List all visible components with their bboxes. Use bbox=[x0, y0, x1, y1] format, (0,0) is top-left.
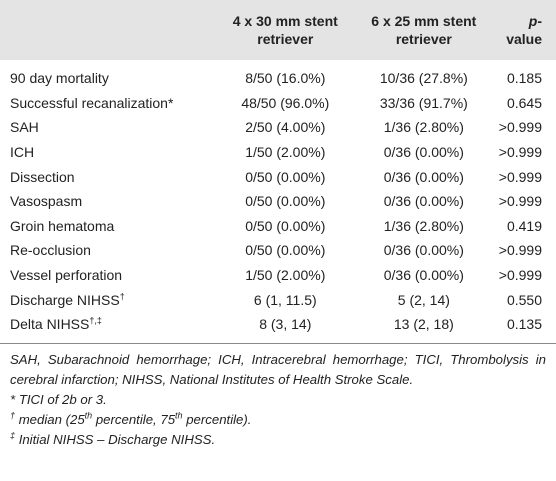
value-cell: 33/36 (91.7%) bbox=[379, 94, 468, 111]
column-title-italic: p bbox=[528, 13, 538, 29]
header-cell bbox=[0, 0, 214, 60]
row-label: Discharge NIHSS bbox=[10, 291, 120, 308]
value-cell: 0/36 (0.00%) bbox=[383, 144, 464, 161]
table-row: Delta NIHSS†,‡ 8 (3, 14) 13 (2, 18) 0.135 bbox=[0, 311, 556, 344]
value-cell: 0.645 bbox=[506, 94, 542, 111]
row-label: Vessel perforation bbox=[10, 267, 123, 284]
value-cell: 48/50 (96.0%) bbox=[241, 94, 330, 111]
value-cell: 8 (3, 14) bbox=[213, 311, 357, 344]
table-row: 90 day mortality 8/50 (16.0%) 10/36 (27.8%… bbox=[0, 60, 556, 91]
footnote-text: percentile, 75 bbox=[92, 411, 176, 427]
table-header: 4 x 30 mm stent retriever 6 x 25 mm sten… bbox=[0, 0, 556, 60]
value-cell: 0.135 bbox=[490, 311, 556, 344]
header-cell: p-value bbox=[490, 0, 556, 60]
row-label: Re-occlusion bbox=[10, 242, 91, 259]
value-cell: 0/36 (0.00%) bbox=[383, 267, 464, 284]
value-cell: 1/50 (2.00%) bbox=[245, 144, 326, 161]
table-row: Re-occlusion 0/50 (0.00%) 0/36 (0.00%) >0.9… bbox=[0, 238, 556, 263]
header-cell: 6 x 25 mm stent retriever bbox=[356, 0, 491, 60]
row-label-cell: 90 day mortality bbox=[0, 60, 214, 91]
table-row: Dissection 0/50 (0.00%) 0/36 (0.00%) >0.999 bbox=[0, 164, 556, 189]
table-row: ICH 1/50 (2.00%) 0/36 (0.00%) >0.999 bbox=[0, 140, 556, 165]
row-label: Dissection bbox=[10, 168, 75, 185]
row-label: Successful recanalization* bbox=[10, 94, 174, 111]
footnote-text: median (25 bbox=[18, 411, 85, 427]
value-cell: 2/50 (4.00%) bbox=[245, 119, 326, 136]
row-label: 90 day mortality bbox=[10, 70, 109, 87]
value-cell: 0/50 (0.00%) bbox=[245, 217, 326, 234]
value-cell: >0.999 bbox=[498, 144, 542, 161]
header-cell: 4 x 30 mm stent retriever bbox=[213, 0, 357, 60]
footnotes: SAH, Subarachnoid hemorrhage; ICH, Intra… bbox=[0, 344, 556, 450]
footnote-text: SAH, Subarachnoid hemorrhage; ICH, Intra… bbox=[10, 351, 546, 387]
row-label-cell: Dissection bbox=[0, 164, 214, 189]
footnote: SAH, Subarachnoid hemorrhage; ICH, Intra… bbox=[10, 350, 546, 390]
value-cell: 0.185 bbox=[506, 70, 542, 87]
table-row: Vessel perforation 1/50 (2.00%) 0/36 (0.00… bbox=[0, 263, 556, 288]
row-label-cell: Vessel perforation bbox=[0, 263, 214, 288]
row-label-cell: Re-occlusion bbox=[0, 238, 214, 263]
table-row: Groin hematoma 0/50 (0.00%) 1/36 (2.80%) 0.… bbox=[0, 214, 556, 239]
superscript: th bbox=[175, 410, 183, 421]
value-cell: >0.999 bbox=[498, 193, 542, 210]
footnote-text: TICI of 2b or 3. bbox=[18, 391, 107, 407]
footnote-marker: † bbox=[119, 290, 125, 301]
value-cell: 1/50 (2.00%) bbox=[245, 267, 326, 284]
value-cell: 0/36 (0.00%) bbox=[383, 193, 464, 210]
value-cell: 0/36 (0.00%) bbox=[383, 168, 464, 185]
table-row: Discharge NIHSS† 6 (1, 11.5) 5 (2, 14) 0.55… bbox=[0, 287, 556, 312]
row-label-cell: Delta NIHSS†,‡ bbox=[0, 311, 214, 344]
header-row: 4 x 30 mm stent retriever 6 x 25 mm sten… bbox=[0, 0, 556, 60]
footnote-text: percentile). bbox=[182, 411, 252, 427]
column-title: 6 x 25 mm stent retriever bbox=[371, 13, 477, 47]
row-label: Delta NIHSS bbox=[10, 316, 90, 333]
column-title: 4 x 30 mm stent retriever bbox=[232, 13, 338, 47]
value-cell: 13 (2, 18) bbox=[356, 311, 491, 344]
results-table: 4 x 30 mm stent retriever 6 x 25 mm sten… bbox=[0, 0, 556, 344]
superscript: th bbox=[84, 410, 93, 421]
value-cell: >0.999 bbox=[498, 242, 542, 259]
value-cell: 0/50 (0.00%) bbox=[245, 193, 326, 210]
value-cell: 1/36 (2.80%) bbox=[383, 119, 464, 136]
row-label-cell: SAH bbox=[0, 115, 214, 140]
value-cell: 8/50 (16.0%) bbox=[245, 70, 326, 87]
row-label-cell: ICH bbox=[0, 140, 214, 165]
row-label: Groin hematoma bbox=[10, 217, 115, 234]
value-cell: 6 (1, 11.5) bbox=[253, 291, 317, 308]
value-cell: 0.419 bbox=[506, 217, 542, 234]
footnote: * TICI of 2b or 3. bbox=[10, 390, 546, 410]
value-cell: >0.999 bbox=[498, 119, 542, 136]
table-row: SAH 2/50 (4.00%) 1/36 (2.80%) >0.999 bbox=[0, 115, 556, 140]
value-cell: >0.999 bbox=[498, 267, 542, 284]
row-label-cell: Vasospasm bbox=[0, 189, 214, 214]
value-cell: 0/36 (0.00%) bbox=[383, 242, 464, 259]
table-row: Vasospasm 0/50 (0.00%) 0/36 (0.00%) >0.999 bbox=[0, 189, 556, 214]
row-label: SAH bbox=[10, 119, 39, 136]
row-label-cell: Groin hematoma bbox=[0, 214, 214, 239]
footnote-marker: ‡ bbox=[10, 430, 16, 441]
table-row: Successful recanalization* 48/50 (96.0%) 3… bbox=[0, 91, 556, 116]
column-title: -value bbox=[506, 13, 542, 47]
footnote: ‡ Initial NIHSS – Discharge NIHSS. bbox=[10, 430, 546, 450]
row-label-cell: Discharge NIHSS† bbox=[0, 287, 214, 312]
value-cell: 10/36 (27.8%) bbox=[379, 70, 468, 87]
value-cell: 0/50 (0.00%) bbox=[245, 242, 326, 259]
footnote-text: Initial NIHSS – Discharge NIHSS. bbox=[18, 431, 216, 447]
value-cell: 1/36 (2.80%) bbox=[383, 217, 464, 234]
footnote: † median (25th percentile, 75th percenti… bbox=[10, 410, 546, 430]
value-cell: 5 (2, 14) bbox=[397, 291, 450, 308]
row-label-cell: Successful recanalization* bbox=[0, 91, 214, 116]
row-label: ICH bbox=[10, 144, 35, 161]
table-body: 90 day mortality 8/50 (16.0%) 10/36 (27.8%… bbox=[0, 60, 556, 344]
footnote-marker: † bbox=[10, 410, 16, 421]
footnote-marker: * bbox=[10, 391, 16, 407]
value-cell: 0/50 (0.00%) bbox=[245, 168, 326, 185]
footnote-marker: †,‡ bbox=[89, 315, 102, 326]
value-cell: 0.550 bbox=[506, 291, 542, 308]
value-cell: >0.999 bbox=[498, 168, 542, 185]
row-label: Vasospasm bbox=[10, 193, 83, 210]
